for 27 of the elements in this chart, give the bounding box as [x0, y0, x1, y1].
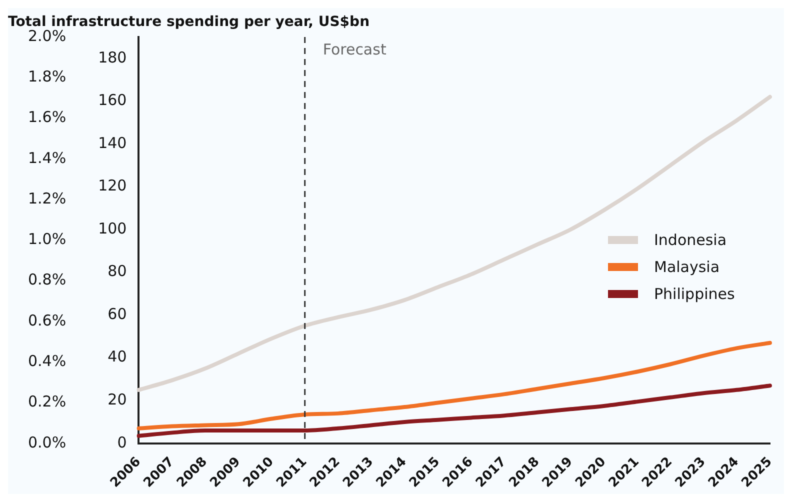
line-series: [136, 384, 772, 438]
y2-tick-label: 1.8%: [28, 68, 66, 86]
y-tick-label: 80: [108, 262, 127, 280]
y-tick-label: 100: [98, 219, 127, 238]
y2-tick-label: 0.2%: [28, 392, 66, 411]
line-series: [136, 94, 772, 392]
y2-tick-label: 1.0%: [28, 230, 66, 248]
y2-tick-label: 0.0%: [28, 433, 66, 452]
y2-tick-label: 1.4%: [28, 148, 66, 167]
y-tick-label: 40: [108, 348, 127, 366]
y2-tick-label: 0.8%: [28, 270, 66, 289]
y-tick-label: 180: [98, 48, 127, 66]
line-series: [136, 340, 772, 430]
y-tick-label: 20: [108, 390, 127, 408]
y-tick-label: 0: [117, 433, 127, 452]
legend-label: Philippines: [654, 284, 735, 302]
y-tick-label: 140: [98, 134, 127, 152]
legend-label: Malaysia: [654, 258, 720, 276]
legend-label: Indonesia: [654, 230, 727, 248]
y2-tick-label: 0.4%: [28, 352, 66, 370]
y2-tick-label: 0.6%: [28, 311, 66, 330]
y-tick-label: 160: [98, 91, 127, 110]
ref-line-label: Forecast: [322, 40, 386, 58]
y-tick-label: 120: [98, 176, 127, 195]
y2-tick-label: 1.6%: [28, 108, 66, 126]
y-tick-label: 60: [108, 304, 127, 323]
y2-tick-label: 1.2%: [28, 189, 66, 208]
